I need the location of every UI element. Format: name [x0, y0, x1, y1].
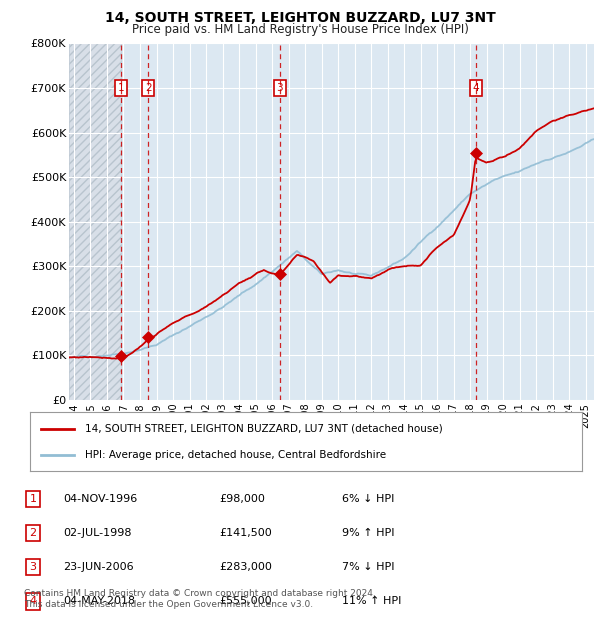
Text: 3: 3: [277, 83, 283, 93]
Text: 1: 1: [118, 83, 124, 93]
Text: 14, SOUTH STREET, LEIGHTON BUZZARD, LU7 3NT: 14, SOUTH STREET, LEIGHTON BUZZARD, LU7 …: [104, 11, 496, 25]
Bar: [121, 43, 594, 400]
Text: 7% ↓ HPI: 7% ↓ HPI: [342, 562, 395, 572]
Text: 1: 1: [29, 494, 37, 504]
Text: 02-JUL-1998: 02-JUL-1998: [63, 528, 131, 538]
Text: 2: 2: [29, 528, 37, 538]
Text: 6% ↓ HPI: 6% ↓ HPI: [342, 494, 394, 504]
Text: 04-NOV-1996: 04-NOV-1996: [63, 494, 137, 504]
Text: 04-MAY-2018: 04-MAY-2018: [63, 596, 135, 606]
Text: £555,000: £555,000: [219, 596, 272, 606]
Text: 9% ↑ HPI: 9% ↑ HPI: [342, 528, 395, 538]
Text: 2: 2: [145, 83, 152, 93]
Text: 14, SOUTH STREET, LEIGHTON BUZZARD, LU7 3NT (detached house): 14, SOUTH STREET, LEIGHTON BUZZARD, LU7 …: [85, 424, 443, 434]
Text: 3: 3: [29, 562, 37, 572]
Text: HPI: Average price, detached house, Central Bedfordshire: HPI: Average price, detached house, Cent…: [85, 450, 386, 459]
Bar: [69, 43, 121, 400]
Text: 4: 4: [29, 596, 37, 606]
Text: 4: 4: [472, 83, 479, 93]
Text: 23-JUN-2006: 23-JUN-2006: [63, 562, 134, 572]
Text: Contains HM Land Registry data © Crown copyright and database right 2024.
This d: Contains HM Land Registry data © Crown c…: [24, 590, 376, 609]
Bar: [69, 43, 121, 400]
Text: Price paid vs. HM Land Registry's House Price Index (HPI): Price paid vs. HM Land Registry's House …: [131, 23, 469, 36]
Text: 11% ↑ HPI: 11% ↑ HPI: [342, 596, 401, 606]
Text: £141,500: £141,500: [219, 528, 272, 538]
Text: £98,000: £98,000: [219, 494, 265, 504]
Text: £283,000: £283,000: [219, 562, 272, 572]
